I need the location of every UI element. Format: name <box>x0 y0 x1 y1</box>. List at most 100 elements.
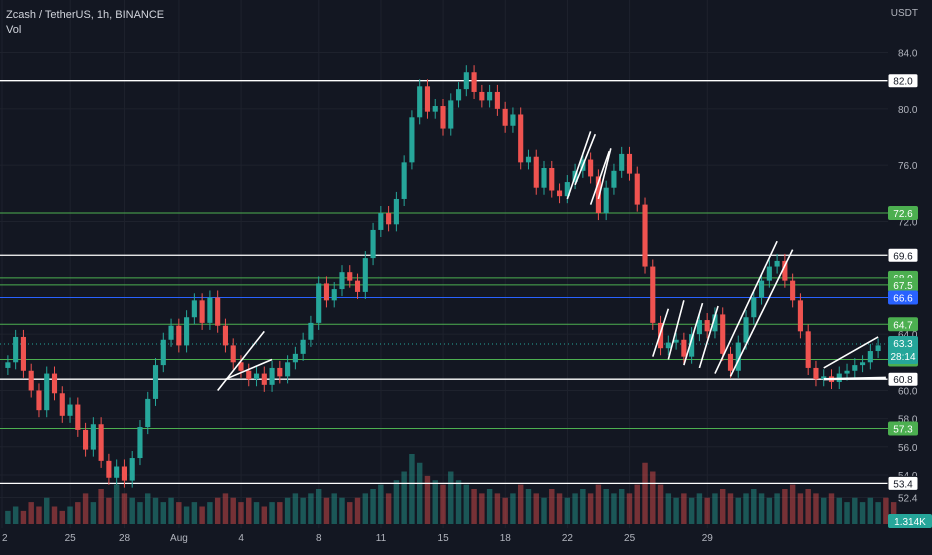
candle-body <box>813 367 819 380</box>
level-price-badge <box>887 247 919 263</box>
volume-bar <box>743 493 749 524</box>
volume-bar <box>587 493 594 524</box>
level-price-badge <box>887 475 919 491</box>
volume-bar <box>836 497 842 524</box>
symbol-title[interactable]: Zcash / TetherUS, 1h, BINANCE <box>6 9 165 21</box>
candle-body <box>347 272 353 281</box>
trendline-drawings-layer[interactable] <box>217 131 886 391</box>
candle-body <box>354 280 361 292</box>
candle-body <box>90 424 96 450</box>
volume-bar <box>852 497 858 524</box>
candle-body <box>720 314 726 354</box>
x-tick-label: 29 <box>702 533 714 544</box>
candle-body <box>261 373 267 385</box>
candle-body <box>253 373 260 380</box>
volume-bar <box>315 489 322 524</box>
candle-body <box>689 334 695 357</box>
trend-channel-line <box>729 249 794 377</box>
candle-body <box>432 106 438 112</box>
candle-body <box>308 322 314 340</box>
volume-bar <box>517 484 524 524</box>
candle-body <box>121 466 127 481</box>
candle-body <box>207 297 213 323</box>
volume-bar <box>448 471 454 524</box>
candle-body <box>595 176 601 214</box>
candle-body <box>230 345 236 363</box>
volume-bar <box>378 484 384 524</box>
volume-bar <box>362 493 369 524</box>
volume-bar <box>821 497 827 524</box>
candle-body <box>28 370 34 391</box>
horizontal-levels-layer[interactable] <box>0 80 888 485</box>
x-tick-label: 2 <box>2 533 8 544</box>
trend-channel-line <box>566 131 592 200</box>
volume-bar <box>36 506 42 524</box>
candle-body <box>455 89 462 101</box>
last-price-text: 63.3 <box>893 339 913 350</box>
candle-body <box>805 331 811 368</box>
volume-bar <box>665 493 672 524</box>
volume-bar <box>463 484 470 524</box>
volume-bar <box>727 493 734 524</box>
volume-bar <box>183 506 190 524</box>
candle-body <box>821 376 827 380</box>
level-price-badge-text: 66.6 <box>893 294 913 305</box>
candle-body <box>409 117 415 163</box>
support-line <box>823 376 886 381</box>
volume-bar <box>883 497 889 524</box>
volume-bar <box>393 480 400 524</box>
candle-body <box>502 108 508 126</box>
volume-bar <box>354 497 361 524</box>
volume-bar <box>455 480 462 524</box>
level-price-badge-text: 82.0 <box>893 77 913 88</box>
volume-bar <box>510 493 516 524</box>
volume-bar <box>44 497 50 524</box>
level-price-badge <box>888 290 918 305</box>
candle-body <box>285 362 291 377</box>
candle-body <box>471 72 477 92</box>
volume-bar <box>308 493 314 524</box>
candle-body <box>774 260 780 267</box>
x-tick-label: 15 <box>438 533 450 544</box>
candle-body <box>184 317 190 346</box>
candle-body <box>743 317 749 343</box>
candle-body <box>487 91 493 101</box>
candle-body <box>681 339 687 357</box>
volume-value-text: 1.314K <box>894 517 926 528</box>
level-price-badge <box>888 421 918 436</box>
candle-body <box>191 300 197 318</box>
trend-channel-line <box>225 358 273 380</box>
candle-body <box>704 320 710 332</box>
volume-bar <box>650 471 656 524</box>
candle-body <box>67 404 73 416</box>
candle-body <box>588 159 594 177</box>
volume-indicator-label[interactable]: Vol <box>6 24 22 36</box>
candle-body <box>696 320 702 335</box>
candle-body <box>860 362 866 366</box>
candle-body <box>362 258 368 292</box>
candle-body <box>246 370 252 380</box>
candle-body <box>386 213 392 225</box>
volume-bar <box>385 493 392 524</box>
level-price-badge <box>888 206 918 221</box>
volume-bar <box>774 493 780 524</box>
volume-bar <box>719 489 726 524</box>
candle-body <box>463 72 469 90</box>
volume-bar <box>253 502 260 524</box>
candle-body <box>114 466 120 478</box>
candle-body <box>424 86 431 112</box>
volume-bar <box>75 502 81 524</box>
candle-body <box>556 190 563 197</box>
trend-channel-line <box>589 150 611 205</box>
candle-body <box>370 229 376 259</box>
trend-channel-line <box>597 148 612 200</box>
candle-body <box>494 91 500 109</box>
candle-body <box>176 325 182 346</box>
time-axis[interactable]: 2 25 28 Aug 4 8 11 15 18 22 25 29 <box>2 533 713 544</box>
candle-body <box>533 156 539 188</box>
volume-bar <box>238 502 244 524</box>
volume-bar <box>347 502 353 524</box>
candle-body <box>129 458 135 481</box>
